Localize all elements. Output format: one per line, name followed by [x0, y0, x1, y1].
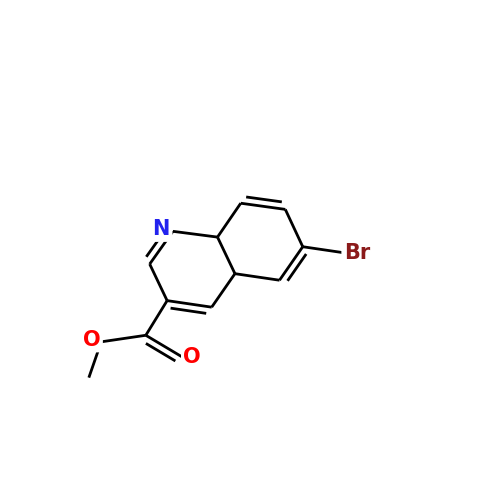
- Text: O: O: [184, 347, 201, 367]
- Text: N: N: [152, 220, 170, 240]
- Text: O: O: [83, 330, 100, 350]
- Text: Br: Br: [344, 244, 370, 264]
